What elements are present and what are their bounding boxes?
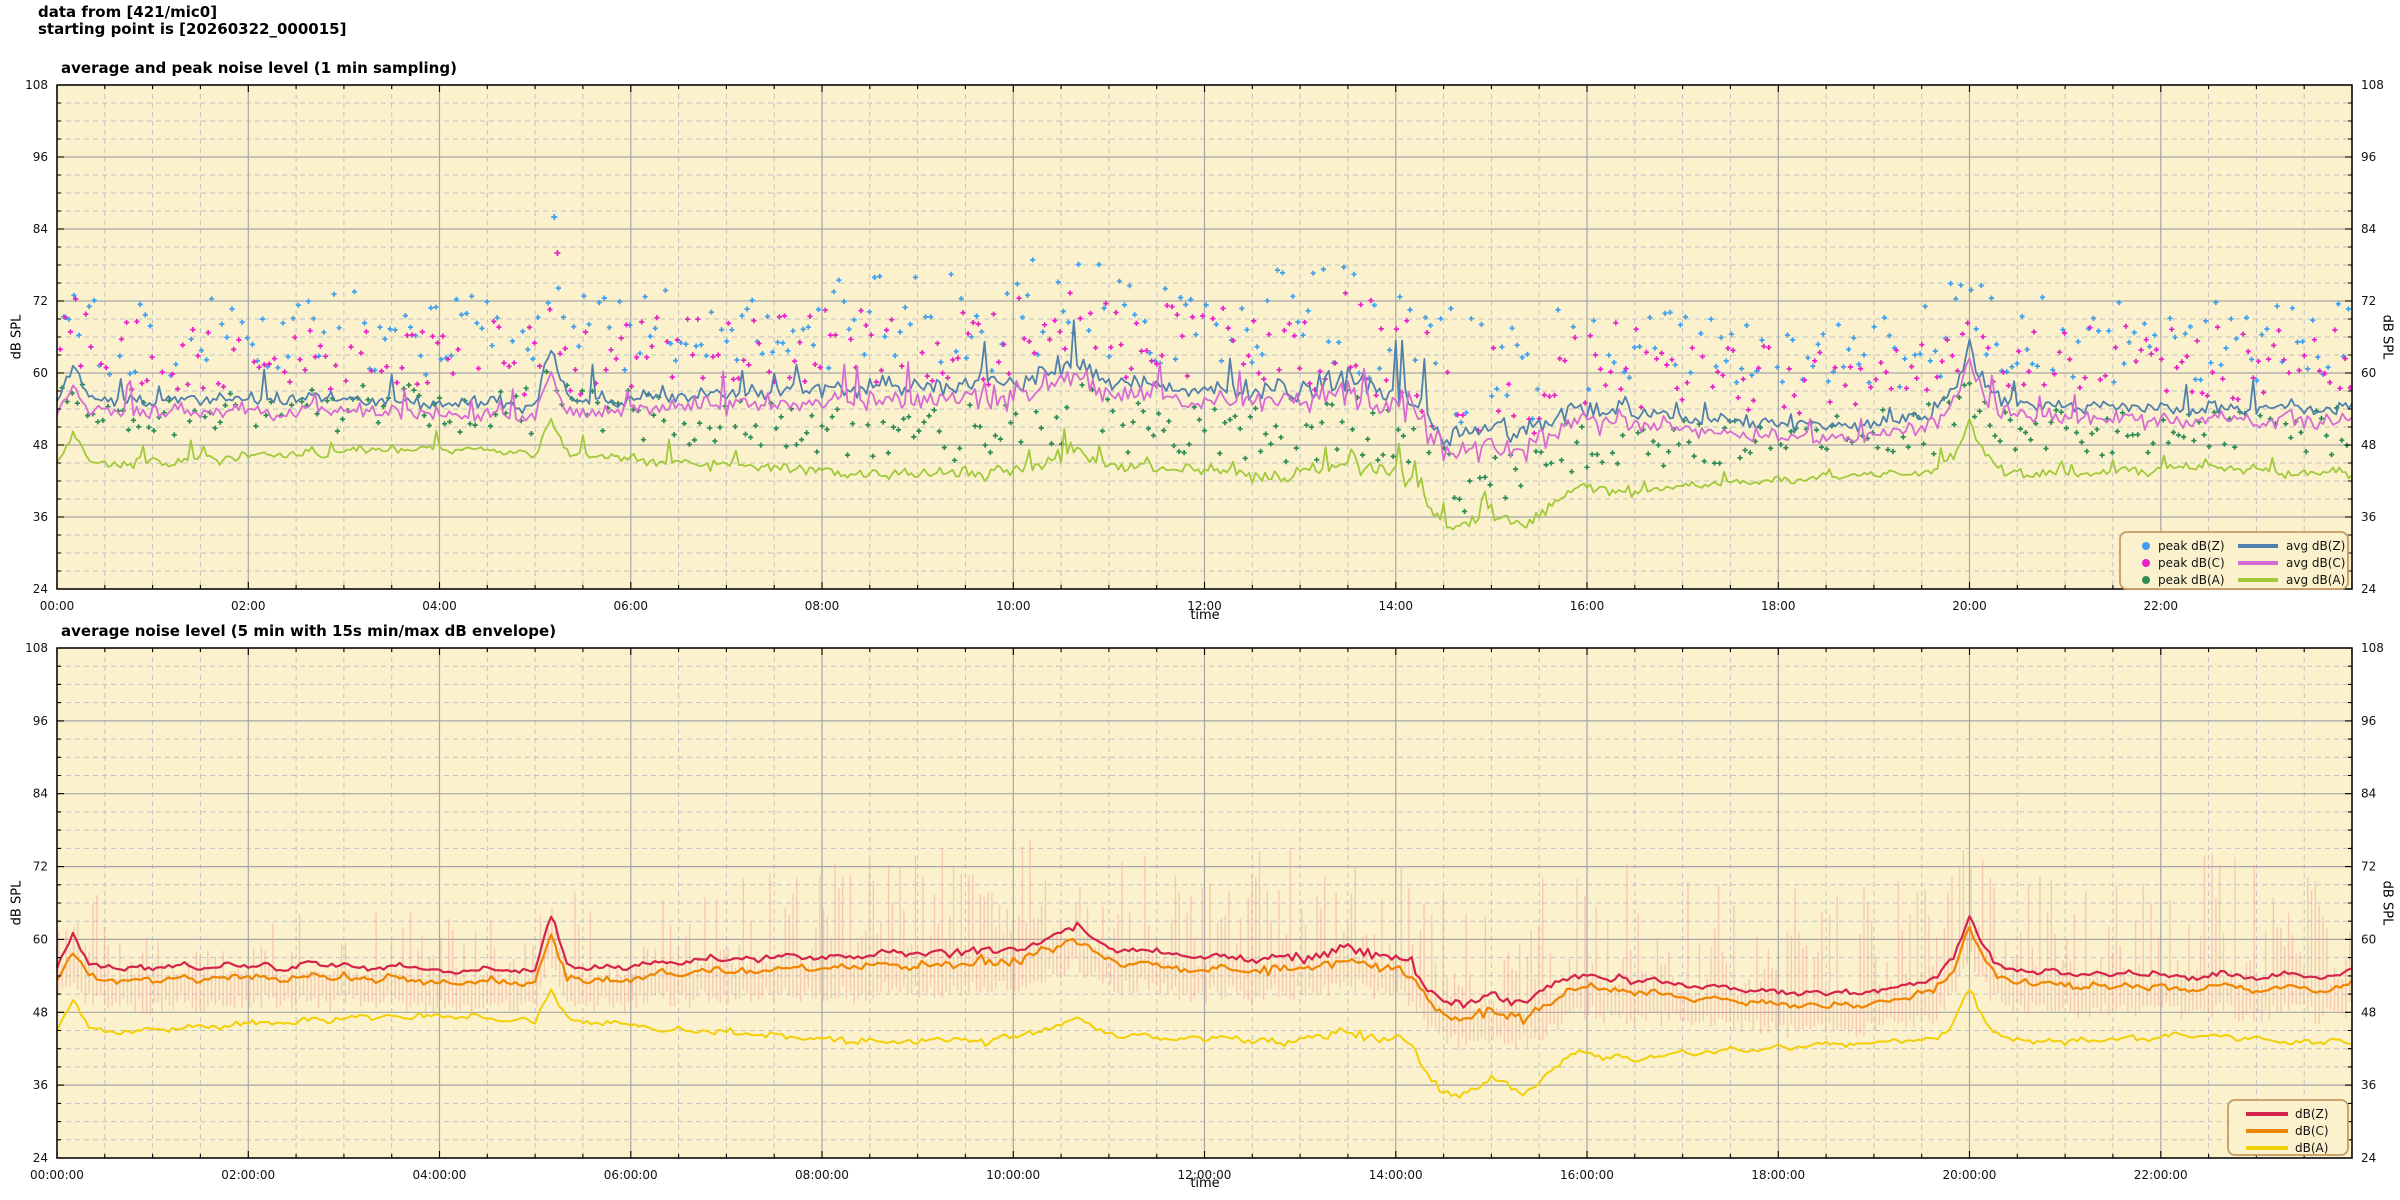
svg-text:peak dB(Z): peak dB(Z) [2158,539,2225,553]
svg-text:04:00:00: 04:00:00 [413,1168,467,1182]
svg-text:10:00: 10:00 [996,599,1031,613]
svg-text:04:00: 04:00 [422,599,457,613]
svg-text:06:00:00: 06:00:00 [604,1168,658,1182]
svg-text:84: 84 [33,222,48,236]
svg-text:48: 48 [33,438,48,452]
svg-text:08:00: 08:00 [805,599,840,613]
svg-text:00:00:00: 00:00:00 [30,1168,84,1182]
svg-text:06:00: 06:00 [613,599,648,613]
svg-text:peak dB(C): peak dB(C) [2158,556,2225,570]
svg-text:36: 36 [33,510,48,524]
svg-text:20:00:00: 20:00:00 [1943,1168,1997,1182]
svg-text:72: 72 [2361,860,2376,874]
svg-text:96: 96 [2361,714,2376,728]
svg-text:24: 24 [2361,582,2376,596]
svg-text:24: 24 [33,1151,48,1165]
svg-text:14:00:00: 14:00:00 [1369,1168,1423,1182]
svg-text:96: 96 [33,714,48,728]
svg-text:12:00: 12:00 [1187,599,1222,613]
svg-text:avg dB(C): avg dB(C) [2286,556,2345,570]
svg-text:108: 108 [2361,78,2384,92]
svg-text:48: 48 [33,1005,48,1019]
svg-text:96: 96 [2361,150,2376,164]
svg-text:72: 72 [33,860,48,874]
svg-text:00:00: 00:00 [40,599,75,613]
svg-text:60: 60 [33,932,48,946]
svg-text:08:00:00: 08:00:00 [795,1168,849,1182]
svg-text:18:00: 18:00 [1761,599,1796,613]
svg-text:16:00:00: 16:00:00 [1560,1168,1614,1182]
bottom-chart-x-axis-label: time [1190,1176,1220,1191]
svg-text:72: 72 [33,294,48,308]
svg-text:12:00:00: 12:00:00 [1178,1168,1232,1182]
svg-text:24: 24 [33,582,48,596]
svg-text:22:00:00: 22:00:00 [2134,1168,2188,1182]
svg-text:108: 108 [25,78,48,92]
header-source: data from [421/mic0] [38,3,218,21]
svg-text:24: 24 [2361,1151,2376,1165]
svg-text:108: 108 [2361,641,2384,655]
svg-text:84: 84 [33,787,48,801]
svg-text:dB(Z): dB(Z) [2295,1107,2328,1121]
top-chart-x-axis-label: time [1190,608,1220,623]
svg-text:60: 60 [33,366,48,380]
svg-text:10:00:00: 10:00:00 [986,1168,1040,1182]
svg-text:84: 84 [2361,787,2376,801]
svg-text:48: 48 [2361,438,2376,452]
svg-text:36: 36 [2361,510,2376,524]
svg-text:02:00: 02:00 [231,599,266,613]
svg-text:18:00:00: 18:00:00 [1751,1168,1805,1182]
svg-text:36: 36 [33,1078,48,1092]
svg-text:16:00: 16:00 [1570,599,1605,613]
svg-text:dB(C): dB(C) [2295,1124,2329,1138]
svg-text:72: 72 [2361,294,2376,308]
svg-text:84: 84 [2361,222,2376,236]
svg-text:20:00: 20:00 [1952,599,1987,613]
bottom-chart-title: average noise level (5 min with 15s min/… [61,622,557,640]
header-starting-point: starting point is [20260322_000015] [38,20,347,38]
svg-text:avg dB(Z): avg dB(Z) [2286,539,2345,553]
top-chart-title: average and peak noise level (1 min samp… [61,59,457,77]
svg-text:108: 108 [25,641,48,655]
svg-text:dB(A): dB(A) [2295,1141,2328,1155]
svg-text:60: 60 [2361,366,2376,380]
svg-text:96: 96 [33,150,48,164]
svg-text:22:00: 22:00 [2143,599,2178,613]
svg-text:avg dB(A): avg dB(A) [2286,573,2345,587]
svg-text:36: 36 [2361,1078,2376,1092]
svg-text:peak dB(A): peak dB(A) [2158,573,2225,587]
svg-text:60: 60 [2361,932,2376,946]
svg-text:02:00:00: 02:00:00 [221,1168,275,1182]
svg-text:48: 48 [2361,1005,2376,1019]
svg-text:14:00: 14:00 [1378,599,1413,613]
